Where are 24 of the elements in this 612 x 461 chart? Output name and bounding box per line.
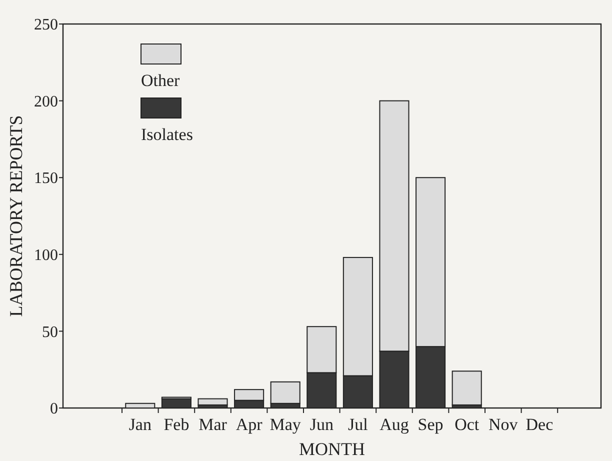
- x-tick-label: Apr: [236, 415, 263, 434]
- x-tick-label: Mar: [198, 415, 228, 434]
- x-tick-label: Sep: [418, 415, 444, 434]
- x-tick-label: Dec: [526, 415, 554, 434]
- x-tick-label: Nov: [488, 415, 518, 434]
- bar: [452, 370, 482, 406]
- y-tick-label: 0: [50, 400, 58, 418]
- x-tick-label: Jan: [128, 415, 152, 434]
- legend-label: Isolates: [141, 125, 193, 144]
- y-tick-label: 150: [34, 170, 58, 188]
- y-axis-title: LABORATORY REPORTS: [6, 115, 26, 317]
- y-tick-label: 100: [34, 247, 58, 264]
- x-tick-label: Jul: [348, 415, 368, 434]
- y-tick-label: 50: [42, 324, 58, 341]
- x-axis-title: MONTH: [299, 439, 365, 459]
- y-tick-label: 200: [34, 93, 58, 110]
- y-tick-label: 250: [34, 16, 58, 34]
- x-tick-label: May: [270, 415, 302, 434]
- x-tick-label: Oct: [454, 415, 480, 434]
- x-tick-label: Jun: [310, 415, 334, 434]
- legend-label: Other: [141, 71, 180, 90]
- x-tick-label: Feb: [164, 415, 190, 434]
- bar: [198, 398, 228, 406]
- x-tick-label: Aug: [380, 415, 410, 434]
